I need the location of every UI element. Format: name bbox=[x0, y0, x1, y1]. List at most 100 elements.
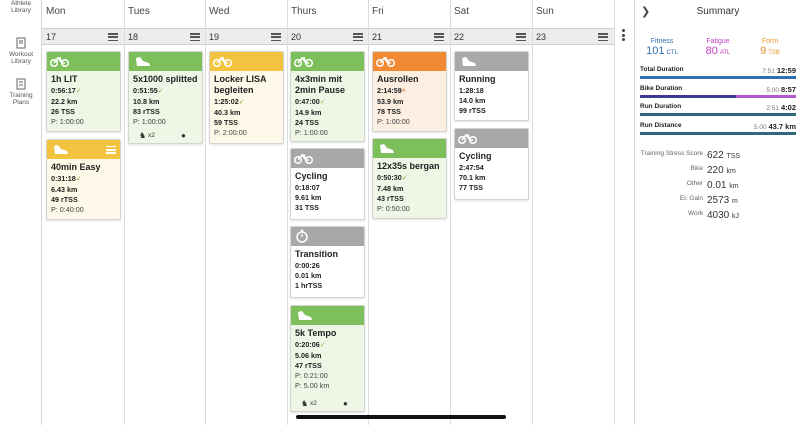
workout-card[interactable]: Ausrollen 2:14:59^ 53.9 km 78 TSS P: 1:0… bbox=[372, 51, 447, 132]
workout-card[interactable]: Locker LISA begleiten 1:25:02✓ 40.3 km 5… bbox=[209, 51, 284, 144]
workout-distance: 70.1 km bbox=[459, 173, 486, 182]
check-icon: ✓ bbox=[401, 175, 408, 182]
workout-distance: 5.06 km bbox=[295, 351, 322, 360]
day-menu-icon[interactable] bbox=[598, 33, 608, 42]
row-planned: 7:51 bbox=[762, 68, 775, 75]
workout-title: Cycling bbox=[459, 151, 492, 161]
day-menu-icon[interactable] bbox=[516, 33, 526, 42]
workout-planned-duration: P: 1:00:00 bbox=[51, 117, 84, 126]
workout-duration: 0:56:17 bbox=[51, 86, 76, 95]
date-18: 18 bbox=[128, 32, 139, 42]
column-divider bbox=[205, 0, 206, 425]
day-menu-icon[interactable] bbox=[353, 33, 363, 42]
workout-planned-duration: P: 1:00:00 bbox=[133, 117, 166, 126]
bike-icon bbox=[212, 56, 233, 68]
workout-duration: 0:00:26 bbox=[295, 261, 320, 270]
workout-duration: 1:25:02 bbox=[214, 97, 239, 106]
workout-load: 49 rTSS bbox=[51, 195, 78, 204]
row-actual: 8:57 bbox=[780, 85, 796, 94]
card-header bbox=[291, 306, 364, 325]
date-20: 20 bbox=[291, 32, 302, 42]
bike-duration-overlay-bar bbox=[736, 95, 796, 98]
column-divider bbox=[450, 0, 451, 425]
workout-card[interactable]: Running 1:28:18 14.0 km 99 rTSS bbox=[454, 51, 529, 121]
workout-card[interactable]: 1h LIT 0:56:17✓ 22.2 km 26 TSS P: 1:00:0… bbox=[46, 51, 121, 132]
card-header bbox=[47, 140, 120, 159]
workout-card[interactable]: 5x1000 splitted 0:51:55✓ 10.8 km 83 rTSS… bbox=[128, 51, 203, 144]
card-menu-icon[interactable] bbox=[106, 146, 116, 156]
workout-distance: 53.9 km bbox=[377, 97, 404, 106]
check-icon: ✓ bbox=[75, 88, 82, 95]
fitness-label: Fitness bbox=[650, 38, 674, 45]
day-header-sat: Sat bbox=[454, 6, 470, 17]
form-label: Form bbox=[761, 38, 779, 45]
home-indicator[interactable] bbox=[296, 415, 506, 419]
workout-load: 83 rTSS bbox=[133, 107, 160, 116]
stat-label: Bike bbox=[690, 165, 703, 172]
day-menu-icon[interactable] bbox=[108, 33, 118, 42]
attachment-count: x2 bbox=[148, 132, 155, 139]
attachment-count: x2 bbox=[310, 400, 317, 407]
nav-athlete-library[interactable]: Athlete Library bbox=[0, 0, 42, 14]
workout-load: 1 hrTSS bbox=[295, 281, 323, 290]
day-header-mon: Mon bbox=[46, 6, 66, 17]
workout-duration: 0:50:30 bbox=[377, 173, 402, 182]
nav-workout-library[interactable]: Workout Library bbox=[0, 37, 42, 65]
bike-icon bbox=[375, 56, 396, 68]
date-23: 23 bbox=[536, 32, 547, 42]
stat-label: El. Gain bbox=[679, 195, 703, 202]
training-plans-icon bbox=[16, 78, 26, 90]
card-header bbox=[373, 52, 446, 71]
workout-load: 31 TSS bbox=[295, 203, 319, 212]
workout-distance: 40.3 km bbox=[214, 108, 241, 117]
workout-duration: 0:47:00 bbox=[295, 97, 320, 106]
week-more-options-icon[interactable] bbox=[621, 29, 627, 43]
bike-icon bbox=[293, 153, 314, 165]
workout-load: 24 TSS bbox=[295, 118, 319, 127]
workout-title: 4x3min mit 2min Pause bbox=[295, 74, 346, 95]
stat-value: 4030 bbox=[707, 210, 730, 221]
chevron-right-icon[interactable]: ❯ bbox=[641, 6, 651, 18]
form-metric: Form 9 TSB bbox=[745, 38, 795, 57]
day-menu-icon[interactable] bbox=[434, 33, 444, 42]
summary-row-run-duration: Run Duration 2:51 4:02 bbox=[640, 103, 796, 112]
fitness-unit: CTL bbox=[666, 50, 678, 56]
bike-icon bbox=[457, 133, 478, 145]
column-divider bbox=[124, 0, 125, 425]
workout-title: Locker LISA begleiten bbox=[214, 74, 267, 95]
nav-training-plans[interactable]: Training Plans bbox=[0, 78, 42, 106]
workout-duration: 1:28:18 bbox=[459, 86, 484, 95]
exceeded-icon: ^ bbox=[401, 88, 406, 95]
fatigue-label: Fatigue bbox=[706, 38, 730, 45]
comment-icon[interactable]: ● bbox=[181, 131, 186, 140]
card-header bbox=[129, 52, 202, 71]
card-header bbox=[210, 52, 283, 71]
workout-card[interactable]: 12x35s bergan 0:50:30✓ 7.48 km 43 rTSS P… bbox=[372, 138, 447, 219]
workout-card[interactable]: Transition 0:00:26 0.01 km 1 hrTSS bbox=[290, 226, 365, 298]
workout-card[interactable]: 40min Easy 0:31:18✓ 6.43 km 49 rTSS P: 0… bbox=[46, 139, 121, 220]
comment-icon[interactable]: ● bbox=[343, 399, 348, 408]
day-header-wed: Wed bbox=[209, 6, 230, 17]
fatigue-unit: ATL bbox=[719, 50, 731, 56]
workout-card[interactable]: 5k Tempo 0:20:06✓ 5.06 km 47 rTSS P: 0:2… bbox=[290, 305, 365, 412]
workout-card[interactable]: 4x3min mit 2min Pause 0:47:00✓ 14.9 km 2… bbox=[290, 51, 365, 142]
workout-duration: 0:31:18 bbox=[51, 174, 76, 183]
stat-label: Other bbox=[686, 180, 703, 187]
day-menu-icon[interactable] bbox=[271, 33, 281, 42]
fatigue-value: 80 bbox=[705, 45, 718, 57]
workout-planned-duration: P: 1:00:00 bbox=[377, 117, 410, 126]
summary-row-run-distance: Run Distance 5.00 43.7 km bbox=[640, 122, 796, 131]
workout-card[interactable]: Cycling 2:47:54 70.1 km 77 TSS bbox=[454, 128, 529, 200]
workout-distance: 6.43 km bbox=[51, 185, 78, 194]
day-header-sun: Sun bbox=[536, 6, 554, 17]
date-17: 17 bbox=[46, 32, 57, 42]
row-label: Run Distance bbox=[640, 122, 682, 129]
workout-planned-duration: P: 1:00:00 bbox=[295, 128, 328, 137]
workout-card[interactable]: Cycling 0:18:07 9.61 km 31 TSS bbox=[290, 148, 365, 220]
form-unit: TSB bbox=[768, 50, 780, 56]
day-menu-icon[interactable] bbox=[190, 33, 200, 42]
stat-value: 220 bbox=[707, 165, 724, 176]
column-divider bbox=[532, 0, 533, 425]
workout-distance: 22.2 km bbox=[51, 97, 78, 106]
workout-distance: 14.0 km bbox=[459, 96, 486, 105]
